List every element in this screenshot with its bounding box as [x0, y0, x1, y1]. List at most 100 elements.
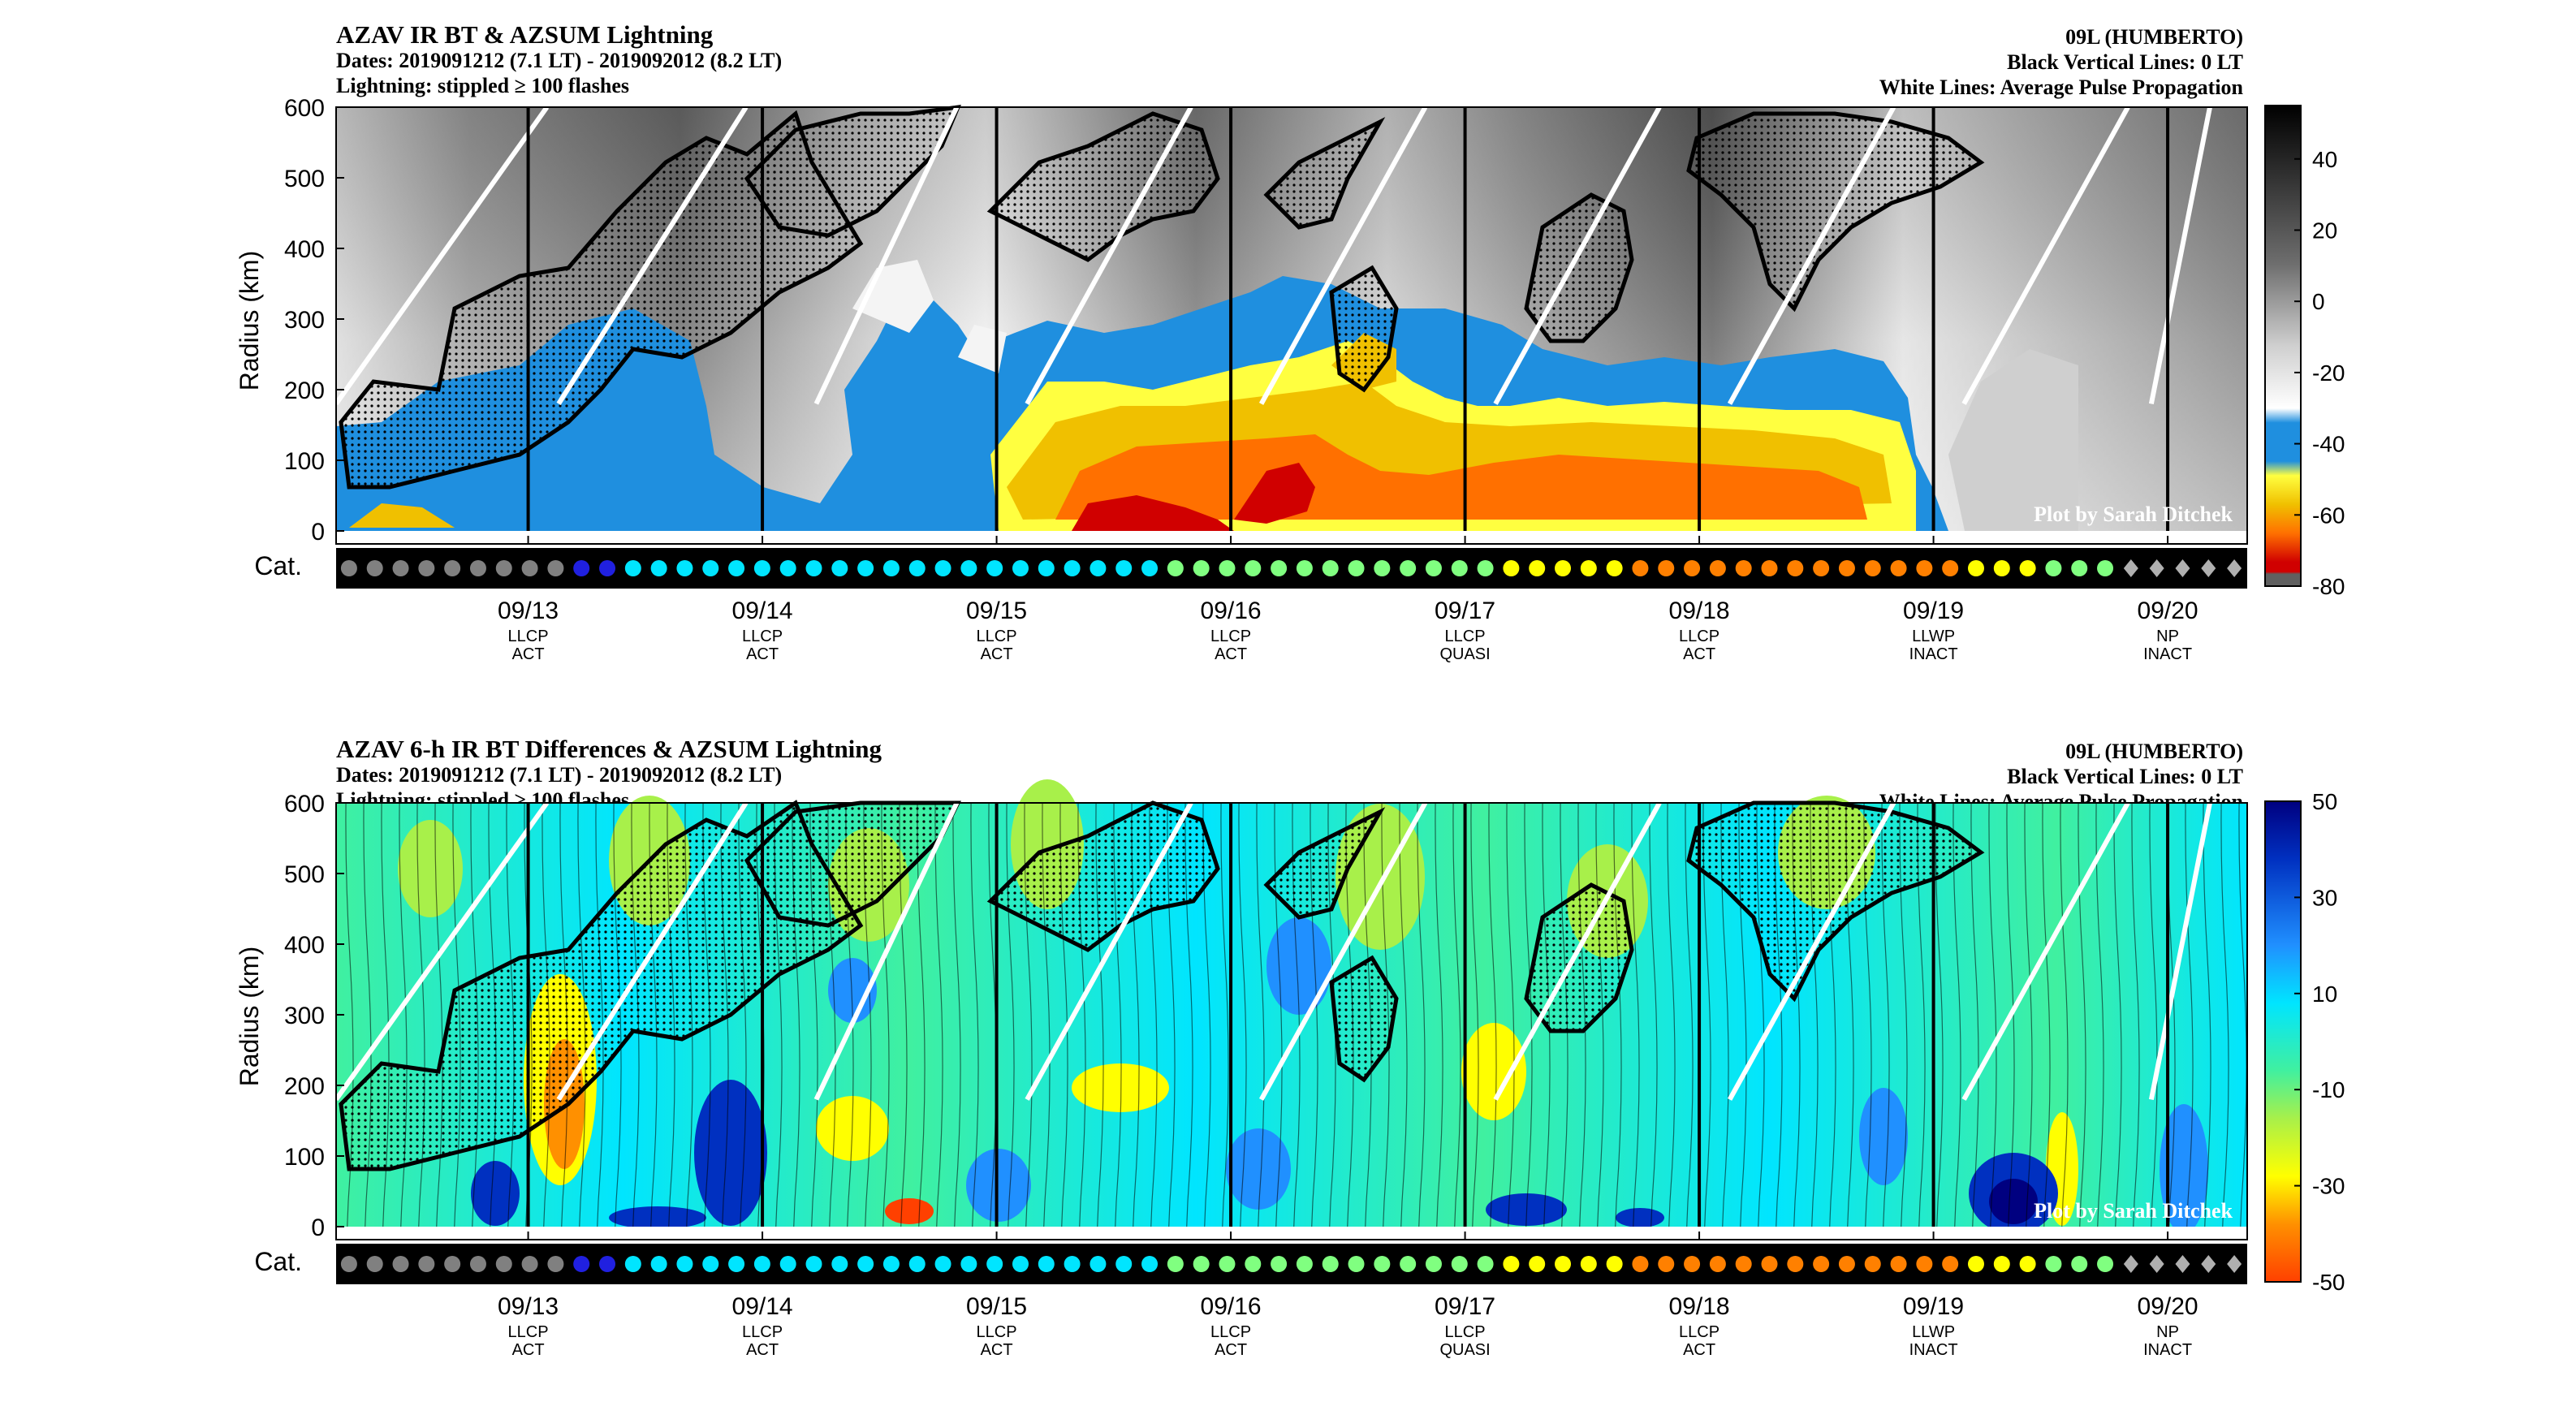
pulse-line: [1025, 801, 1193, 1101]
category-marker: [831, 1256, 848, 1272]
colorbar-tick-label: 20: [2312, 218, 2337, 243]
x-tick-phase: LLCP: [977, 1323, 1017, 1341]
category-marker: [1271, 1256, 1288, 1272]
colorbar-tick-label: 50: [2312, 789, 2337, 814]
black-lines-note: Black Vertical Lines: 0 LT: [2007, 50, 2243, 74]
category-marker: [1967, 560, 1984, 576]
colorbar-tick-label: -60: [2312, 503, 2345, 528]
lightning-region-1: [339, 110, 864, 490]
y-tick-label: 100: [284, 448, 325, 475]
category-marker: [340, 560, 357, 576]
category-marker: [882, 560, 900, 576]
category-marker: [1813, 1256, 1830, 1272]
pulse-line: [813, 106, 960, 405]
x-tick-state: INACT: [1909, 645, 1958, 663]
category-marker: [392, 560, 409, 576]
y-tick-label: 0: [311, 519, 325, 546]
category-marker: [1115, 560, 1133, 576]
category-marker: [805, 1256, 822, 1272]
category-marker: [702, 560, 719, 576]
category-marker: [1141, 560, 1159, 576]
x-tick-date: 09/19: [1903, 1293, 1964, 1320]
category-marker: [521, 1256, 538, 1272]
category-marker: [1632, 1256, 1649, 1272]
pulse-line: [556, 801, 749, 1102]
category-marker: [2097, 560, 2114, 576]
category-marker: [2201, 559, 2216, 577]
category-marker: [650, 1256, 667, 1272]
x-tick-state: QUASI: [1439, 645, 1490, 663]
category-marker: [1684, 560, 1701, 576]
black-lines-note: Black Vertical Lines: 0 LT: [2007, 765, 2243, 788]
category-marker: [1709, 560, 1726, 576]
bt-warm-patch-3: [1948, 349, 2078, 531]
white-lines-note: White Lines: Average Pulse Propagation: [1879, 75, 2243, 99]
colorbar-tick-label: -40: [2312, 432, 2345, 457]
x-tick-phase: LLCP: [1679, 1323, 1719, 1341]
category-marker: [2045, 1256, 2062, 1272]
colorbar-ticks: 50 30 10 -10 -30 -50: [2294, 789, 2345, 1295]
y-axis-label: Radius (km): [235, 947, 264, 1086]
x-tick-phase: LLCP: [742, 628, 783, 645]
lightning-region-5: [1329, 955, 1399, 1083]
lightning-line: Lightning: stippled ≥ 100 flashes: [336, 74, 630, 97]
panel-title: AZAV 6-h IR BT Differences & AZSUM Light…: [336, 735, 882, 763]
category-marker: [1322, 1256, 1339, 1272]
category-marker: [1219, 1256, 1236, 1272]
category-markers: [340, 1255, 2242, 1273]
x-tick-state: QUASI: [1439, 1341, 1490, 1359]
chart-ir-bt-diff: 0 100 200 300 400 500 600 Radius (km) Cat. 09/…: [235, 779, 2345, 1359]
category-marker: [1374, 560, 1391, 576]
category-strip: [336, 1244, 2247, 1284]
x-tick-state: ACT: [1215, 1341, 1247, 1359]
category-marker: [908, 1256, 926, 1272]
category-marker: [1167, 560, 1184, 576]
colorbar-tick-label: -20: [2312, 360, 2345, 386]
category-marker: [1761, 1256, 1778, 1272]
x-tick-date: 09/20: [2138, 597, 2198, 624]
category-marker: [1529, 1256, 1546, 1272]
lightning-region-3: [986, 800, 1220, 952]
category-marker: [1090, 1256, 1107, 1272]
category-marker: [1838, 1256, 1855, 1272]
category-marker: [1606, 1256, 1623, 1272]
category-marker: [1374, 1256, 1391, 1272]
x-tick-state: ACT: [1215, 645, 1247, 663]
pulse-line: [1727, 801, 1896, 1101]
bt-core-red-1: [1072, 495, 1234, 531]
colorbar-tick-label: 30: [2312, 885, 2337, 910]
y-tick-label: 500: [284, 166, 325, 192]
category-marker: [2019, 1256, 2036, 1272]
x-tick-date: 09/14: [732, 1293, 793, 1320]
category-marker: [779, 1256, 796, 1272]
lt-vertical-lines: [526, 107, 2170, 531]
category-marker: [1787, 1256, 1804, 1272]
category-marker: [418, 1256, 435, 1272]
category-marker: [1451, 1256, 1468, 1272]
panel-notes: 09L (HUMBERTO) Black Vertical Lines: 0 L…: [1879, 24, 2243, 100]
category-marker: [469, 560, 486, 576]
dates-line: Dates: 2019091212 (7.1 LT) - 2019092012 …: [336, 763, 783, 787]
x-axis: 09/13LLCPACT09/14LLCPACT09/15LLCPACT09/1…: [498, 1232, 2198, 1359]
category-marker: [547, 560, 564, 576]
category-marker: [1735, 560, 1752, 576]
category-marker: [1038, 1256, 1055, 1272]
category-marker: [857, 1256, 874, 1272]
category-label: Cat.: [254, 551, 302, 580]
x-tick-phase: LLWP: [1912, 1323, 1955, 1341]
category-marker: [1348, 560, 1365, 576]
pulse-line: [334, 106, 550, 406]
category-marker: [599, 560, 616, 576]
category-marker: [1296, 1256, 1313, 1272]
category-marker: [1503, 1256, 1520, 1272]
bt-warm-patch-1: [852, 260, 934, 333]
pulse-line: [813, 801, 960, 1101]
category-marker: [1477, 1256, 1494, 1272]
category-marker: [444, 1256, 461, 1272]
x-tick-state: INACT: [2143, 645, 2192, 663]
y-axis-label: Radius (km): [235, 251, 264, 390]
x-tick-state: INACT: [1909, 1341, 1958, 1359]
lightning-region-7: [1686, 800, 1985, 1003]
category-marker: [2201, 1255, 2216, 1273]
category-marker: [547, 1256, 564, 1272]
